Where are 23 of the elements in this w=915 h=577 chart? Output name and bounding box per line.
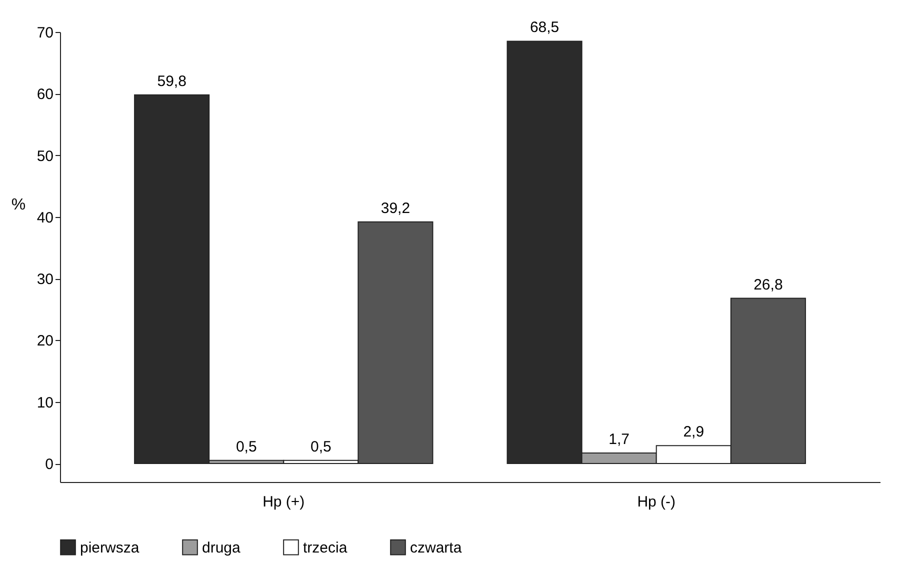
data-label: 1,7 bbox=[608, 431, 630, 448]
legend-label: pierwsza bbox=[80, 539, 140, 556]
y-tick-label: 0 bbox=[45, 456, 54, 474]
data-label: 39,2 bbox=[380, 200, 410, 217]
data-label: 0,5 bbox=[236, 438, 257, 456]
legend-label: druga bbox=[202, 539, 242, 556]
data-label: 0,5 bbox=[310, 438, 332, 456]
data-label: 59,8 bbox=[157, 72, 186, 90]
y-tick-label: 30 bbox=[36, 271, 54, 288]
data-label: 68,5 bbox=[530, 19, 560, 36]
y-tick-label: 70 bbox=[36, 24, 54, 42]
legend-label: trzecia bbox=[303, 539, 348, 556]
y-tick-label: 20 bbox=[36, 332, 54, 350]
y-tick-label: 40 bbox=[36, 209, 54, 226]
data-label: 2,9 bbox=[683, 424, 704, 441]
y-tick-label: 50 bbox=[36, 148, 54, 165]
legend-label: czwarta bbox=[410, 539, 462, 556]
x-tick-label: Hp (-) bbox=[637, 494, 676, 510]
data-label: 26,8 bbox=[754, 276, 783, 294]
y-axis-title: % bbox=[11, 196, 26, 214]
y-tick-label: 60 bbox=[36, 86, 54, 104]
y-tick-label: 10 bbox=[36, 394, 54, 412]
x-tick-label: Hp (+) bbox=[262, 494, 305, 510]
